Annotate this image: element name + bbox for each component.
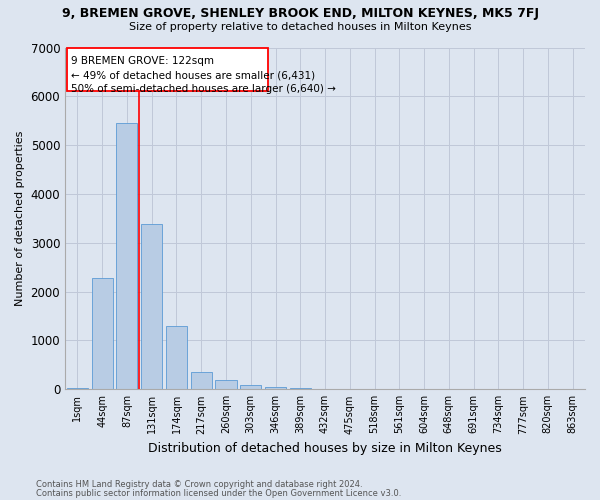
FancyBboxPatch shape (67, 48, 268, 92)
Bar (92, 278, 113, 390)
Bar (191, 372, 212, 390)
Text: Size of property relative to detached houses in Milton Keynes: Size of property relative to detached ho… (129, 22, 471, 32)
Text: 9, BREMEN GROVE, SHENLEY BROOK END, MILTON KEYNES, MK5 7FJ: 9, BREMEN GROVE, SHENLEY BROOK END, MILT… (62, 8, 539, 20)
Text: Contains public sector information licensed under the Open Government Licence v3: Contains public sector information licen… (36, 489, 401, 498)
Bar (67, 388, 88, 390)
Text: 9 BREMEN GROVE: 122sqm: 9 BREMEN GROVE: 122sqm (71, 56, 214, 66)
Bar (240, 385, 261, 390)
Bar (116, 123, 137, 390)
X-axis label: Distribution of detached houses by size in Milton Keynes: Distribution of detached houses by size … (148, 442, 502, 455)
Y-axis label: Number of detached properties: Number of detached properties (15, 130, 25, 306)
Bar (141, 224, 162, 390)
Text: Contains HM Land Registry data © Crown copyright and database right 2024.: Contains HM Land Registry data © Crown c… (36, 480, 362, 489)
Bar (314, 388, 335, 390)
Bar (265, 387, 286, 390)
Bar (166, 326, 187, 390)
Bar (290, 388, 311, 390)
Bar (215, 380, 236, 390)
Text: ← 49% of detached houses are smaller (6,431): ← 49% of detached houses are smaller (6,… (71, 71, 315, 81)
Text: 50% of semi-detached houses are larger (6,640) →: 50% of semi-detached houses are larger (… (71, 84, 335, 94)
